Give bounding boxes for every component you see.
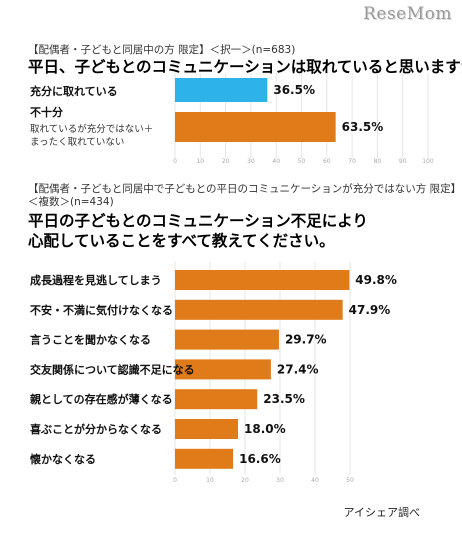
- chart1-tick-label: 60: [323, 158, 331, 165]
- chart2-data-label: 27.4%: [277, 362, 319, 376]
- chart2-note2: ＜複数＞(n=434): [28, 196, 114, 208]
- site-watermark: ReseMom: [363, 4, 452, 24]
- chart1-category-sublabel: まったく取れていない: [30, 137, 124, 148]
- chart2-tick-label: 0: [173, 477, 177, 484]
- chart1-title: 平日、子どもとのコミュニケーションは取れていると思いますか?: [28, 58, 462, 76]
- chart2-bar: [175, 419, 238, 439]
- chart2-bar: [175, 389, 258, 410]
- chart2-data-label: 29.7%: [285, 333, 327, 347]
- chart2-data-label: 47.9%: [349, 303, 391, 317]
- chart2-category-label: 交友関係について認識不足になる: [30, 362, 195, 376]
- chart2-tick-label: 20: [241, 477, 249, 484]
- chart2-data-label: 18.0%: [244, 422, 286, 436]
- chart2-title2: 心配していることをすべて教えてください。: [28, 232, 335, 250]
- chart1-tick-label: 70: [348, 158, 356, 165]
- chart2-data-label: 16.6%: [239, 452, 281, 466]
- chart2-bar: [175, 270, 350, 290]
- chart2-category-label: 不安・不満に気付けなくなる: [30, 303, 173, 317]
- chart1-tick-label: 0: [173, 158, 177, 165]
- chart2-category-label: 親としての存在感が薄くなる: [30, 392, 173, 406]
- chart2-bar: [175, 359, 271, 380]
- chart1-tick-label: 80: [374, 158, 382, 165]
- chart2-tick-label: 40: [311, 477, 319, 484]
- chart2-bar: [175, 299, 343, 320]
- chart2-category-label: 喜ぶことが分からなくなる: [30, 422, 162, 436]
- chart1-data-label: 36.5%: [273, 83, 315, 97]
- chart1-data-label: 63.5%: [342, 120, 384, 134]
- chart2-tick-label: 50: [346, 477, 354, 484]
- chart1-tick-label: 20: [222, 158, 230, 165]
- chart2-data-label: 49.8%: [355, 273, 397, 287]
- chart1-category-label: 充分に取れている: [30, 84, 118, 98]
- chart1-tick-label: 40: [272, 158, 280, 165]
- chart1-tick-label: 30: [247, 158, 255, 165]
- chart1-bar: [175, 78, 268, 102]
- chart1-category-sublabel: 取れているが充分ではない＋: [30, 123, 153, 135]
- chart1-category-label: 不十分: [30, 105, 63, 119]
- chart2-tick-label: 10: [206, 477, 214, 484]
- chart1-tick-label: 90: [399, 158, 407, 165]
- chart2-data-label: 23.5%: [263, 392, 305, 406]
- chart1-note: 【配偶者・子どもと同居中の方 限定】＜択一＞(n=683): [28, 44, 296, 56]
- chart2-tick-label: 30: [276, 477, 284, 484]
- chart2-category-label: 成長過程を見逃してしまう: [30, 273, 162, 287]
- chart2-title: 平日の子どもとのコミュニケーション不足により: [28, 212, 368, 230]
- chart1-tick-label: 10: [196, 158, 204, 165]
- chart1-bar: [175, 112, 336, 142]
- source-credit: アイシェア調べ: [343, 506, 420, 519]
- chart2-bar: [175, 448, 234, 469]
- chart1-tick-label: 50: [298, 158, 306, 165]
- chart1-tick-label: 100: [422, 158, 434, 165]
- chart2-bar: [175, 329, 279, 350]
- chart2-note: 【配偶者・子どもと同居中で子どもとの平日のコミュニケーションが充分ではない方 限…: [28, 183, 462, 195]
- chart2-category-label: 言うことを聞かなくなる: [30, 333, 151, 347]
- chart2-category-label: 懐かなくなる: [30, 452, 96, 466]
